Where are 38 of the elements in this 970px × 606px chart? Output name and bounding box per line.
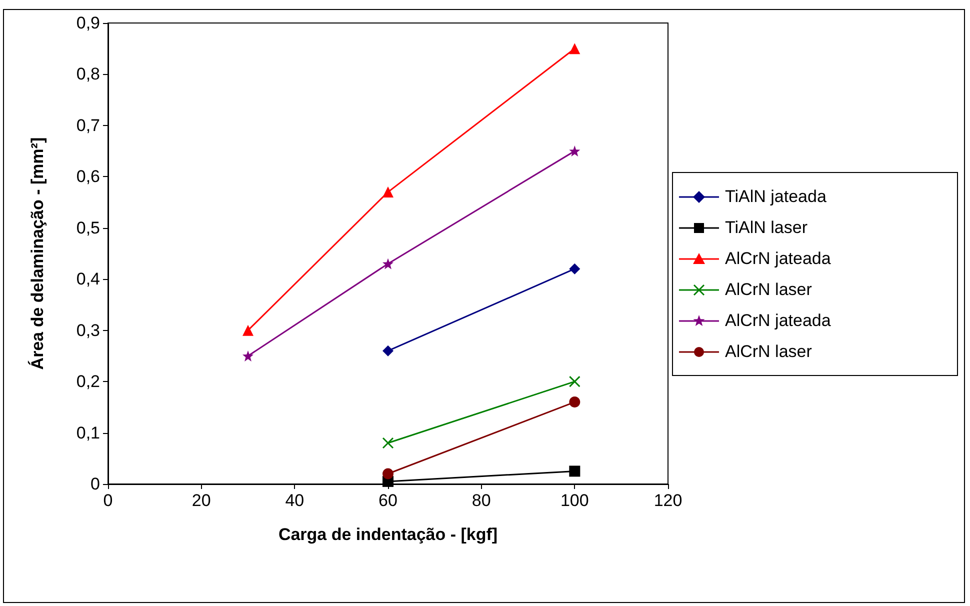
point: [569, 263, 580, 274]
y-tick-label: 0,4: [76, 270, 100, 289]
y-tick-label: 0,5: [76, 218, 100, 238]
point: [382, 468, 394, 480]
x-axis-title: Carga de indentação - [kgf]: [278, 525, 498, 544]
x-tick-label: 0: [103, 491, 113, 510]
point: [382, 258, 394, 270]
legend-label: AlCrN laser: [725, 342, 812, 362]
y-tick-label: 0: [90, 474, 100, 494]
y-tick-label: 0,1: [76, 423, 100, 442]
point: [569, 466, 580, 477]
x-tick-label: 20: [192, 491, 211, 510]
legend-label: AlCrN laser: [725, 280, 812, 300]
point: [568, 376, 580, 388]
point: [569, 146, 580, 157]
legend-label: TiAlN jateada: [725, 186, 826, 206]
x-tick-label: 80: [472, 491, 491, 510]
y-tick-label: 0,3: [76, 320, 100, 340]
point: [569, 396, 580, 408]
y-tick-label: 0,9: [76, 14, 100, 32]
legend-label: TiAlN laser: [725, 218, 808, 238]
point: [382, 345, 394, 356]
point: [382, 437, 394, 449]
point: [242, 350, 254, 362]
legend-label: AlCrN jateada: [725, 310, 831, 330]
x-tick-label: 100: [560, 491, 589, 510]
x-tick-label: 120: [654, 491, 682, 510]
y-tick-label: 0,2: [76, 372, 100, 392]
y-tick-label: 0,6: [76, 167, 100, 186]
y-axis-title: Área de delaminação - [mm²]: [27, 137, 47, 370]
x-tick-label: 60: [378, 491, 398, 510]
y-tick-label: 0,7: [76, 116, 100, 135]
x-tick-label: 40: [285, 491, 304, 510]
point: [382, 186, 394, 198]
legend-label: AlCrN jateada: [725, 248, 831, 268]
y-tick-label: 0,8: [76, 64, 100, 84]
point: [242, 324, 254, 336]
point: [569, 43, 580, 54]
